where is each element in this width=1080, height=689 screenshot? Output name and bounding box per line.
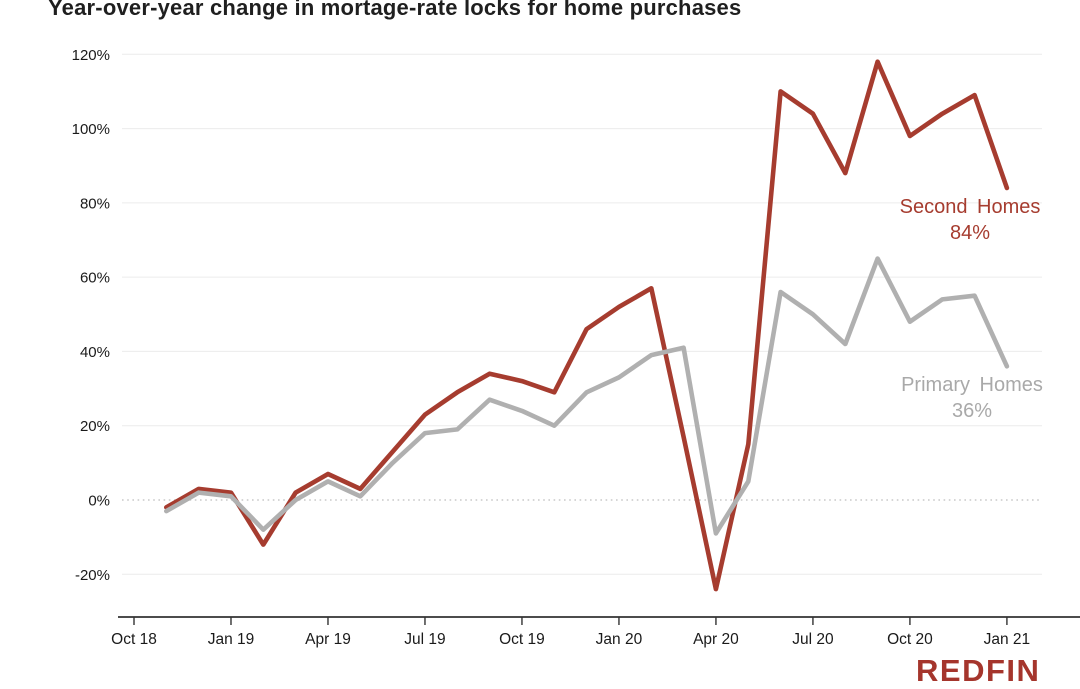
y-axis-tick-label: -20% bbox=[75, 567, 110, 584]
line-chart: 120% 100% 80% 60% 40% 20% 0% -20% Oct 18 Jan 19 Ap… bbox=[72, 47, 1080, 648]
x-axis-tick-label: Jul 19 bbox=[404, 631, 445, 648]
y-axis-tick-label: 40% bbox=[80, 344, 110, 361]
x-axis-tick-label: Jan 19 bbox=[208, 631, 255, 648]
x-axis-tick-label: Oct 18 bbox=[111, 631, 157, 648]
x-axis: Oct 18 Jan 19 Apr 19 Jul 19 Oct 19 Jan 20 Apr … bbox=[111, 616, 1080, 648]
y-axis-tick-label: 80% bbox=[80, 195, 110, 212]
gridlines: 120% 100% 80% 60% 40% 20% 0% -20% bbox=[72, 47, 1042, 584]
y-axis-tick-label: 120% bbox=[72, 47, 110, 64]
primary-homes-current-value: 36% bbox=[951, 400, 993, 422]
x-axis-tick-label: Jul 20 bbox=[792, 631, 834, 648]
primary-homes-line bbox=[164, 256, 1010, 536]
chart-title: Year-over-year change in mortage-rate lo… bbox=[48, 0, 742, 20]
primary-homes-series-label: Primary Homes bbox=[901, 374, 1043, 396]
x-axis-tick-label: Oct 20 bbox=[887, 631, 933, 648]
y-axis-tick-label: 60% bbox=[80, 270, 110, 287]
second-homes-annotation: Second Homes 84% bbox=[860, 194, 1080, 246]
y-axis-tick-label: 20% bbox=[80, 418, 110, 435]
x-axis-tick-label: Jan 20 bbox=[596, 631, 643, 648]
chart-page: Year-over-year change in mortage-rate lo… bbox=[48, 0, 1080, 688]
redfin-logo: REDFIN bbox=[916, 653, 1041, 688]
y-axis-tick-label: 0% bbox=[88, 493, 110, 510]
x-axis-tick-label: Apr 19 bbox=[305, 631, 351, 648]
second-homes-series-label: Second Homes bbox=[899, 196, 1041, 218]
primary-homes-annotation: Primary Homes 36% bbox=[862, 372, 1080, 424]
second-homes-current-value: 84% bbox=[949, 222, 991, 244]
x-axis-tick-label: Apr 20 bbox=[693, 631, 739, 648]
second-homes-line bbox=[164, 59, 1010, 592]
y-axis-tick-label: 100% bbox=[72, 121, 110, 138]
x-axis-tick-label: Oct 19 bbox=[499, 631, 545, 648]
x-axis-tick-label: Jan 21 bbox=[984, 631, 1031, 648]
